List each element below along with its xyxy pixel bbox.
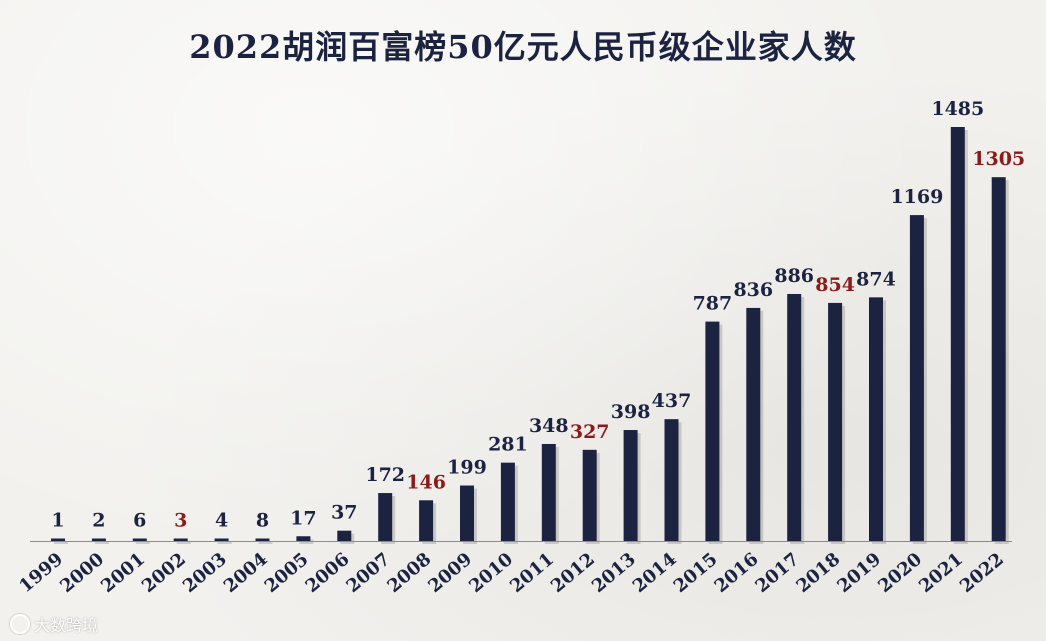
bar-2015 xyxy=(705,321,720,541)
bar-shadow xyxy=(217,541,232,544)
bar-2006 xyxy=(337,530,352,541)
bar-2021 xyxy=(950,127,965,541)
value-label-2019: 874 xyxy=(856,268,896,290)
bar-2010 xyxy=(500,462,515,541)
bar-2008 xyxy=(419,500,434,541)
bar-2001 xyxy=(132,538,147,541)
value-label-2005: 17 xyxy=(290,507,316,529)
bar-2019 xyxy=(869,297,883,541)
value-label-2008: 146 xyxy=(406,471,446,493)
value-label-2018: 854 xyxy=(815,274,855,296)
x-tick-label-2006: 2006 xyxy=(302,549,354,597)
x-tick-label-2009: 2009 xyxy=(424,549,476,597)
value-label-2001: 6 xyxy=(133,510,146,532)
x-tick-label-2010: 2010 xyxy=(465,549,517,597)
x-tick-label-2000: 2000 xyxy=(56,549,108,597)
x-tick-label-2002: 2002 xyxy=(138,549,190,597)
bar-2007 xyxy=(378,493,393,541)
value-label-2020: 1169 xyxy=(890,186,943,208)
x-tick-label-2015: 2015 xyxy=(670,549,722,597)
bar-2005 xyxy=(296,536,311,541)
bar-2009 xyxy=(460,485,474,541)
value-label-2012: 327 xyxy=(570,421,610,443)
bars-group xyxy=(51,127,1009,544)
value-label-2010: 281 xyxy=(488,434,528,456)
x-tick-label-2019: 2019 xyxy=(833,549,885,597)
x-tick-label-2017: 2017 xyxy=(752,549,804,597)
value-label-2021: 1485 xyxy=(931,98,984,120)
bar-2022 xyxy=(991,177,1006,541)
watermark-text: 大数跨境 xyxy=(34,616,99,635)
x-tick-label-2008: 2008 xyxy=(383,549,435,597)
x-tick-label-2020: 2020 xyxy=(874,549,926,597)
bar-2013 xyxy=(623,430,638,541)
bar-2018 xyxy=(828,302,843,541)
bar-shadow xyxy=(135,541,150,544)
bar-shadow xyxy=(54,541,68,544)
x-tick-labels-group: 1999200020012002200320042005200620072008… xyxy=(15,549,1008,597)
watermark: 大数跨境 xyxy=(10,612,98,636)
bar-2012 xyxy=(582,449,597,541)
x-tick-label-1999: 1999 xyxy=(15,549,67,597)
value-label-2022: 1305 xyxy=(972,148,1025,170)
x-tick-label-2013: 2013 xyxy=(588,549,640,597)
value-label-2016: 836 xyxy=(733,279,773,301)
x-tick-label-2021: 2021 xyxy=(915,549,967,597)
bar-2003 xyxy=(214,538,229,541)
bar-2002 xyxy=(173,538,188,541)
value-label-2009: 199 xyxy=(447,457,487,479)
value-label-2014: 437 xyxy=(652,390,692,412)
x-tick-label-2014: 2014 xyxy=(629,549,681,597)
value-label-2004: 8 xyxy=(256,510,269,532)
x-tick-label-2016: 2016 xyxy=(711,549,763,597)
brand-logo-icon xyxy=(10,614,30,634)
bar-2014 xyxy=(664,419,679,541)
value-label-2013: 398 xyxy=(611,401,651,423)
x-tick-label-2018: 2018 xyxy=(792,549,844,597)
bar-2004 xyxy=(255,538,270,541)
bar-shadow xyxy=(176,541,191,544)
x-tick-label-2022: 2022 xyxy=(956,549,1008,597)
chart-title: 2022胡润百富榜50亿元人民币级企业家人数 xyxy=(189,28,857,66)
bar-2020 xyxy=(909,215,924,541)
bar-2017 xyxy=(787,293,802,541)
bar-shadow xyxy=(258,541,273,544)
value-label-2002: 3 xyxy=(174,510,187,532)
value-label-1999: 1 xyxy=(51,510,64,532)
value-label-2015: 787 xyxy=(693,293,733,315)
bar-shadow xyxy=(94,541,109,544)
x-tick-label-2011: 2011 xyxy=(506,549,558,597)
bar-2016 xyxy=(746,307,761,541)
value-label-2011: 348 xyxy=(529,415,569,437)
bar-2011 xyxy=(541,443,556,541)
x-tick-label-2012: 2012 xyxy=(547,549,599,597)
x-tick-label-2001: 2001 xyxy=(97,549,149,597)
x-tick-label-2007: 2007 xyxy=(343,549,395,597)
x-tick-label-2005: 2005 xyxy=(261,549,313,597)
x-tick-label-2003: 2003 xyxy=(179,549,231,597)
value-label-2003: 4 xyxy=(215,510,228,532)
bar-1999 xyxy=(51,538,65,541)
value-label-2017: 886 xyxy=(774,265,814,287)
value-label-2006: 37 xyxy=(331,502,357,524)
value-label-2007: 172 xyxy=(365,464,405,486)
x-tick-label-2004: 2004 xyxy=(220,549,272,597)
value-label-2000: 2 xyxy=(92,510,105,532)
bar-2000 xyxy=(91,538,106,541)
